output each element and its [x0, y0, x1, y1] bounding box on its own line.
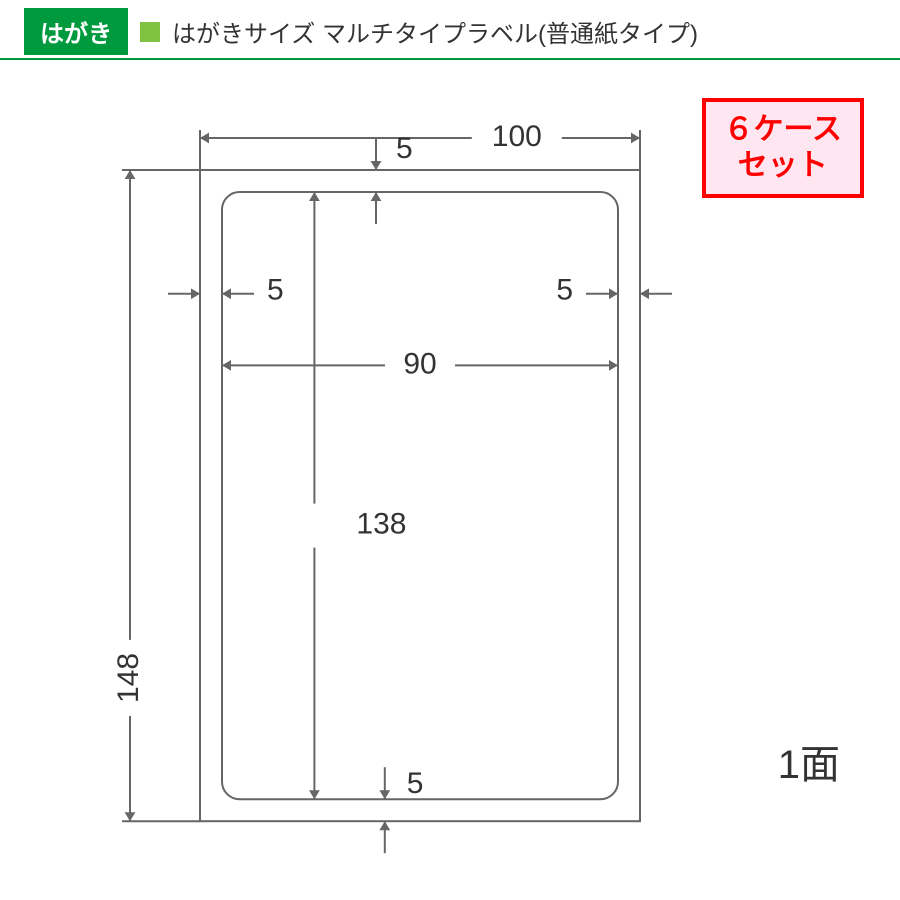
header-rule: [0, 58, 900, 60]
svg-text:100: 100: [492, 120, 542, 153]
accent-square-icon: [140, 22, 160, 42]
face-count-label: 1面: [778, 732, 840, 790]
svg-text:5: 5: [407, 767, 424, 800]
header: はがき はがきサイズ マルチタイプラベル(普通紙タイプ): [0, 8, 900, 55]
svg-text:5: 5: [556, 274, 573, 307]
hagaki-badge: はがき: [24, 8, 128, 55]
svg-text:138: 138: [356, 508, 406, 541]
svg-text:148: 148: [112, 653, 145, 703]
svg-text:5: 5: [267, 274, 284, 307]
dimension-diagram: 100 5 148 5 5 90 138 5: [80, 110, 780, 890]
page-title: はがきサイズ マルチタイプラベル(普通紙タイプ): [172, 14, 698, 49]
svg-text:90: 90: [403, 347, 436, 380]
svg-text:5: 5: [396, 132, 413, 165]
